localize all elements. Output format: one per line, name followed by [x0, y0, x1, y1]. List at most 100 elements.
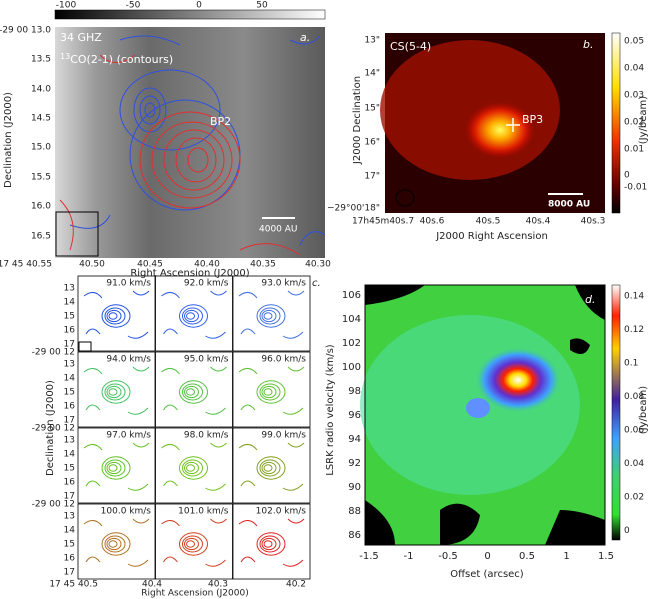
label: 14"	[364, 69, 380, 79]
label: CS(5-4)	[390, 40, 431, 53]
image-d-blob	[476, 348, 560, 412]
contour	[186, 464, 195, 472]
label: -29 00 12	[32, 348, 75, 358]
channel-panel	[77, 351, 156, 428]
contour	[256, 532, 286, 556]
label: 91.0 km/s	[106, 279, 151, 289]
contour	[101, 380, 131, 404]
contour	[263, 312, 273, 320]
channel-panel	[232, 503, 311, 580]
label: 0.04	[624, 459, 644, 469]
label: 100.0 km/s	[101, 507, 152, 517]
label: 16	[64, 554, 76, 564]
label: -29 00 13.0	[0, 26, 51, 36]
colorbar-d	[611, 284, 621, 541]
label: (Jy/beam)	[638, 386, 649, 435]
label: 16	[64, 402, 76, 412]
label: 15	[64, 312, 75, 322]
contour	[108, 464, 118, 472]
label: 93.0 km/s	[261, 279, 306, 289]
label: 13	[64, 284, 75, 294]
label: 15"	[364, 104, 380, 114]
label: 14	[64, 526, 76, 536]
label: 0.06	[624, 426, 644, 436]
label: (Jy/beam)	[638, 96, 649, 145]
contour	[182, 459, 203, 477]
contour	[104, 383, 126, 401]
channel-panel	[155, 351, 233, 428]
label: 34 GHZ	[60, 31, 102, 44]
label: 17"	[364, 172, 380, 182]
label: 14.0	[31, 85, 51, 95]
label: Right Ascension (J2000)	[130, 268, 249, 279]
label: 1.5	[598, 551, 614, 562]
label: 15	[64, 464, 75, 474]
label: 16	[64, 326, 76, 336]
label: 40s.4	[526, 217, 551, 227]
label: 102	[342, 338, 361, 349]
channel-panel	[232, 351, 311, 428]
contour	[161, 518, 227, 567]
label: 0	[624, 526, 630, 536]
image-d-knot	[466, 398, 490, 418]
label: 0.5	[519, 551, 535, 562]
label: 17	[64, 568, 75, 578]
contour	[238, 442, 305, 491]
label: 13	[64, 512, 75, 522]
label: 0	[484, 551, 490, 562]
label: 13"	[364, 36, 380, 46]
label: Declination (J2000)	[3, 92, 14, 188]
label: 94.0 km/s	[106, 355, 151, 365]
marker-b	[506, 118, 520, 132]
label: 104	[342, 314, 361, 325]
label: 0.14	[624, 292, 644, 302]
contour	[184, 537, 199, 551]
label: 97.0 km/s	[106, 431, 151, 441]
label: 13	[64, 360, 75, 370]
label: a.	[300, 31, 310, 44]
contour	[263, 388, 273, 396]
label: 14	[64, 450, 76, 460]
label: 15.0	[31, 143, 51, 153]
contour	[259, 307, 281, 325]
label: Declination (J2000)	[45, 380, 56, 476]
contour	[259, 535, 281, 553]
label: 0.08	[624, 392, 644, 402]
label: 88	[348, 506, 361, 517]
contour	[101, 456, 131, 480]
contour	[256, 304, 286, 328]
contour	[161, 366, 227, 415]
label: 86	[348, 530, 361, 541]
contour	[182, 307, 203, 325]
contour	[104, 535, 126, 553]
label: 13	[64, 436, 75, 446]
contour	[184, 309, 199, 323]
contour	[186, 540, 195, 548]
text: CO(2-1) (contours)	[70, 53, 173, 66]
contour	[238, 290, 305, 339]
label: 15	[64, 388, 75, 398]
label: 95.0 km/s	[184, 355, 229, 365]
label: 90	[348, 482, 361, 493]
colorbar-a	[54, 9, 326, 20]
label: 0	[624, 171, 630, 181]
channel-panel	[232, 275, 311, 352]
label: 0.01	[624, 145, 644, 155]
contour	[161, 290, 227, 339]
contour	[83, 442, 150, 491]
label: 102.0 km/s	[256, 507, 307, 517]
contour	[256, 456, 286, 480]
label: 40s.3	[581, 217, 606, 227]
label: 0	[196, 1, 202, 11]
contour	[179, 304, 208, 328]
label: 17h45m40s.7	[352, 217, 414, 227]
label: -100	[56, 1, 77, 11]
channel-panel	[155, 503, 233, 580]
label: 17	[64, 416, 75, 426]
contour	[186, 312, 195, 320]
label: -50	[126, 1, 141, 11]
label: 40.2	[286, 580, 306, 590]
label: 50	[256, 1, 268, 11]
channel-panel	[232, 427, 311, 504]
channel-panel	[77, 503, 156, 580]
